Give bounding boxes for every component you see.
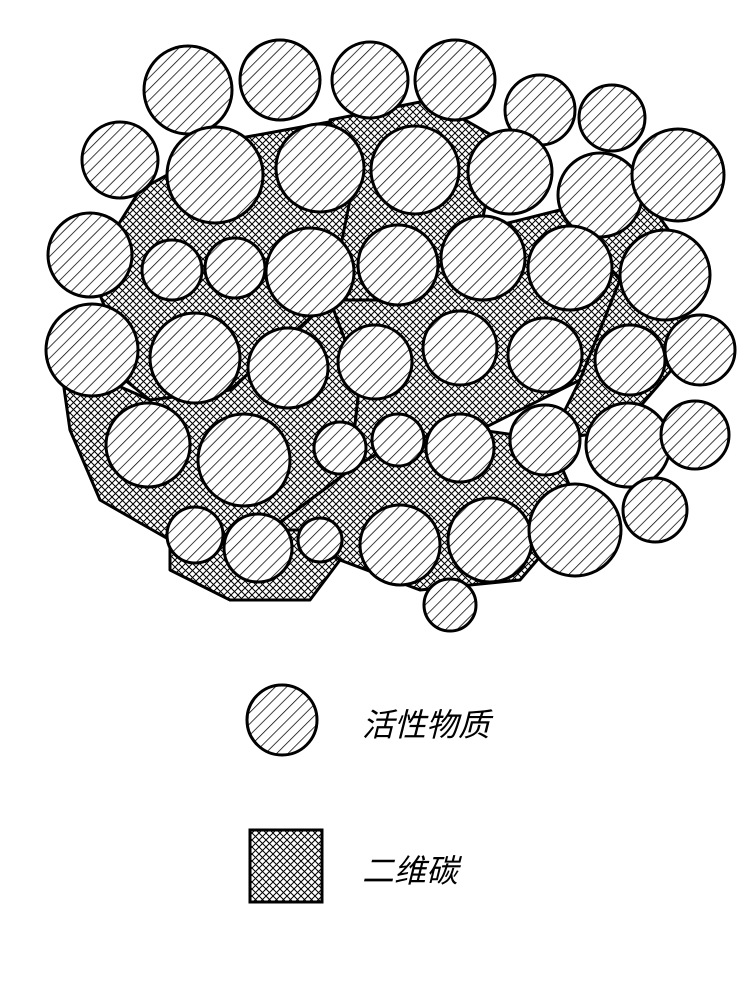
legend-2d-carbon: 二维碳 bbox=[362, 846, 458, 892]
legend-circle-swatch bbox=[247, 685, 317, 755]
legend-active-material: 活性物质 bbox=[362, 700, 490, 746]
legend-2d-carbon-label: 二维碳 bbox=[362, 846, 458, 892]
legend-square-swatch bbox=[250, 830, 322, 902]
diagram-stage: 活性物质 二维碳 bbox=[0, 0, 753, 1000]
legend-active-material-label: 活性物质 bbox=[362, 700, 490, 746]
